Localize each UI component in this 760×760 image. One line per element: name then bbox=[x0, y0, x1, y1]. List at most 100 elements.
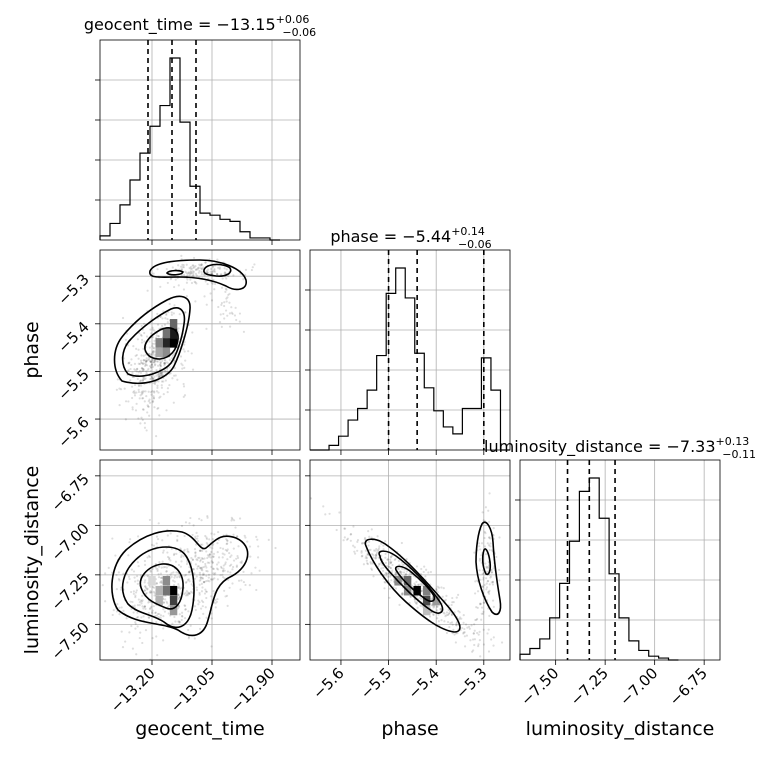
sample-point bbox=[136, 368, 139, 371]
sample-point bbox=[146, 587, 149, 590]
sample-point bbox=[183, 394, 187, 397]
sample-point bbox=[385, 572, 389, 575]
sample-point bbox=[394, 557, 397, 560]
sample-point bbox=[198, 617, 201, 620]
sample-point bbox=[143, 340, 146, 343]
sample-point bbox=[484, 531, 487, 535]
sample-point bbox=[214, 599, 217, 602]
sample-point bbox=[162, 380, 165, 383]
contour-phase-geocent-upper-inner bbox=[165, 269, 184, 276]
sample-point bbox=[372, 554, 375, 557]
sample-point bbox=[256, 538, 259, 541]
sample-point bbox=[173, 285, 176, 289]
sample-point bbox=[186, 560, 189, 563]
sample-point bbox=[452, 600, 455, 604]
sample-point bbox=[160, 581, 163, 584]
sample-point bbox=[173, 359, 176, 362]
sample-point bbox=[146, 369, 149, 372]
sample-point bbox=[148, 555, 151, 559]
sample-point bbox=[224, 548, 227, 552]
sample-point bbox=[177, 606, 180, 609]
sample-point bbox=[476, 590, 480, 593]
sample-point bbox=[154, 381, 157, 384]
sample-point bbox=[390, 579, 393, 582]
sample-point bbox=[430, 597, 434, 600]
sample-point bbox=[223, 271, 227, 274]
sample-point bbox=[439, 607, 442, 611]
sample-point bbox=[166, 321, 169, 324]
sample-point bbox=[401, 563, 404, 567]
sample-point bbox=[155, 620, 158, 624]
sample-point bbox=[219, 273, 222, 276]
sample-point bbox=[382, 548, 385, 551]
sample-point bbox=[206, 516, 209, 519]
sample-point bbox=[150, 364, 153, 367]
sample-point bbox=[480, 554, 483, 557]
sample-point bbox=[184, 608, 187, 611]
sample-point bbox=[235, 535, 239, 538]
sample-point bbox=[487, 509, 490, 512]
sample-point bbox=[201, 566, 204, 569]
sample-point bbox=[151, 400, 155, 403]
sample-point bbox=[220, 303, 223, 307]
sample-point bbox=[142, 376, 145, 379]
sample-point bbox=[145, 359, 148, 363]
sample-point bbox=[154, 611, 157, 614]
sample-point bbox=[384, 552, 387, 556]
sample-point bbox=[111, 613, 114, 617]
sample-point bbox=[176, 593, 180, 596]
sample-point bbox=[151, 345, 154, 348]
sample-point bbox=[160, 576, 163, 579]
sample-point bbox=[371, 552, 374, 556]
sample-point bbox=[230, 516, 233, 519]
sample-point bbox=[483, 583, 486, 587]
sample-point bbox=[145, 335, 149, 338]
sample-point bbox=[187, 571, 190, 574]
sample-point bbox=[391, 569, 394, 572]
y-tick-label: −5.5 bbox=[54, 366, 92, 404]
sample-point bbox=[486, 542, 489, 545]
sample-point bbox=[486, 580, 489, 583]
x-tick-label: −5.6 bbox=[309, 664, 347, 702]
sample-point bbox=[144, 629, 148, 632]
sample-point bbox=[242, 278, 245, 281]
sample-point bbox=[436, 609, 439, 612]
sample-point bbox=[473, 638, 477, 641]
sample-point bbox=[144, 370, 148, 373]
sample-point bbox=[136, 625, 139, 628]
sample-point bbox=[437, 586, 441, 589]
sample-point bbox=[479, 655, 482, 658]
sample-point bbox=[227, 293, 230, 297]
sample-point bbox=[144, 362, 147, 365]
sample-point bbox=[156, 323, 160, 326]
sample-point bbox=[209, 546, 212, 549]
sample-point bbox=[462, 632, 465, 635]
sample-point bbox=[173, 576, 176, 579]
sample-point bbox=[171, 266, 174, 269]
sample-point bbox=[148, 365, 152, 368]
sample-point bbox=[145, 359, 149, 362]
sample-point bbox=[178, 596, 181, 599]
sample-point bbox=[173, 580, 176, 583]
sample-point bbox=[186, 591, 190, 594]
sample-point bbox=[163, 358, 166, 361]
density-cell bbox=[155, 338, 163, 348]
sample-point bbox=[166, 534, 169, 537]
sample-point bbox=[250, 268, 254, 272]
density-cell bbox=[169, 328, 178, 339]
sample-point bbox=[134, 594, 137, 597]
sample-point bbox=[201, 549, 204, 552]
sample-point bbox=[374, 557, 377, 560]
sample-point bbox=[155, 614, 159, 617]
contour-phase-geocent-mid bbox=[121, 307, 186, 377]
sample-point bbox=[239, 588, 242, 591]
sample-point bbox=[335, 528, 338, 532]
sample-point bbox=[209, 595, 213, 598]
sample-point bbox=[127, 554, 130, 557]
sample-point bbox=[487, 591, 490, 594]
sample-point bbox=[432, 606, 435, 609]
sample-point bbox=[196, 537, 199, 540]
sample-point bbox=[189, 267, 192, 270]
sample-point bbox=[137, 348, 140, 351]
sample-point bbox=[137, 371, 140, 374]
